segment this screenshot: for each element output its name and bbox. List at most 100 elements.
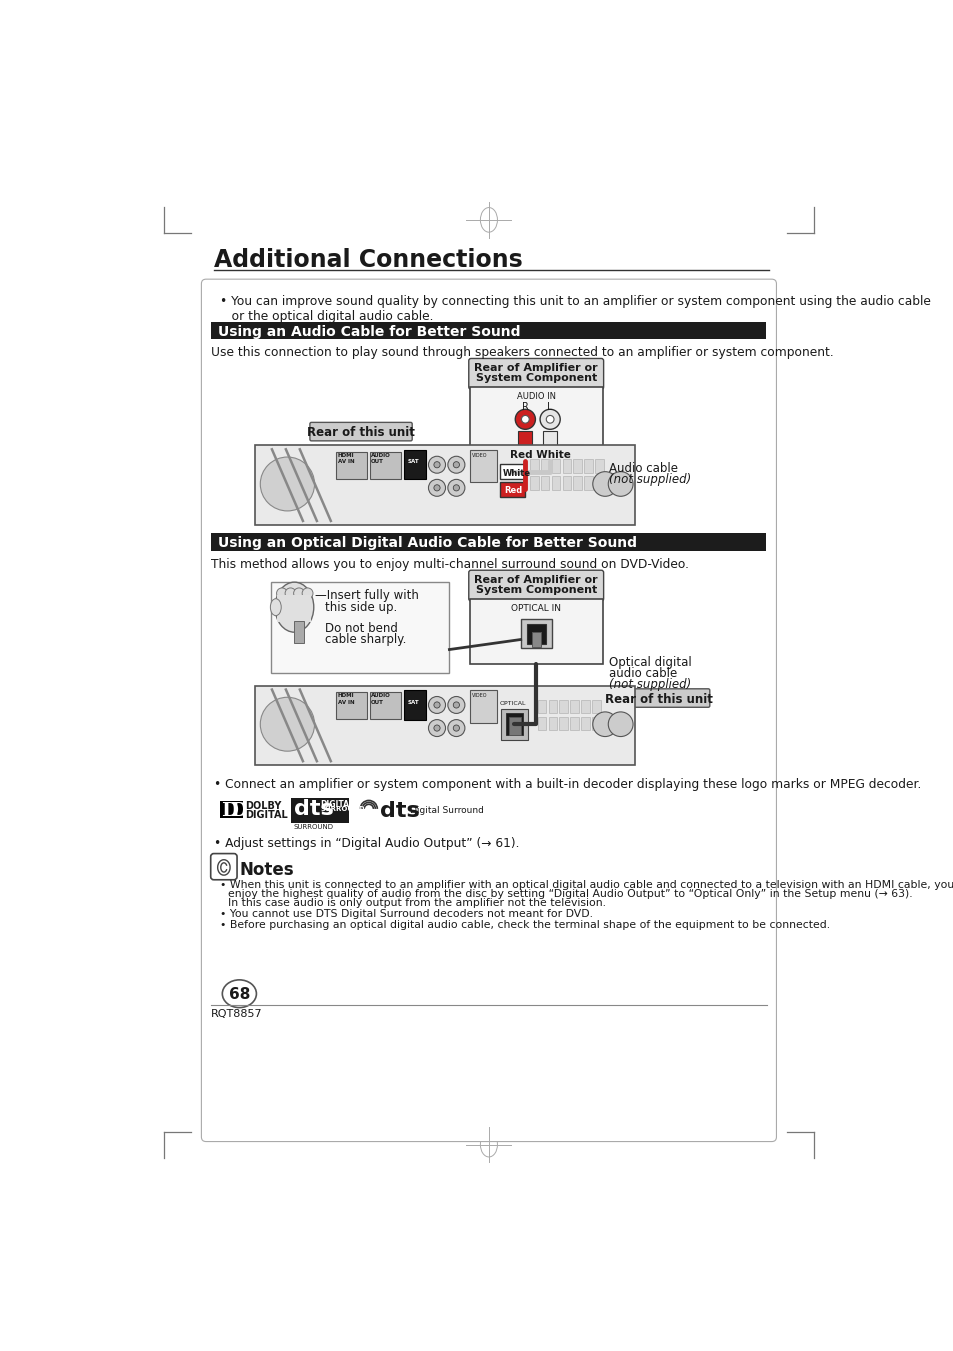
Bar: [537, 716, 546, 731]
Bar: [562, 477, 571, 490]
Bar: [404, 450, 426, 480]
Bar: [558, 716, 567, 731]
Circle shape: [447, 457, 464, 473]
Text: AUDIO: AUDIO: [371, 693, 391, 698]
Circle shape: [592, 712, 617, 736]
FancyBboxPatch shape: [607, 689, 709, 708]
Circle shape: [447, 720, 464, 736]
Circle shape: [428, 457, 445, 473]
Circle shape: [260, 697, 314, 751]
Circle shape: [302, 588, 313, 598]
Circle shape: [453, 462, 459, 467]
Text: System Component: System Component: [476, 373, 597, 384]
Text: • Before purchasing an optical digital audio cable, check the terminal shape of : • Before purchasing an optical digital a…: [220, 920, 829, 929]
Bar: [562, 459, 571, 473]
Bar: [520, 619, 551, 648]
FancyBboxPatch shape: [499, 463, 524, 480]
Text: • You cannot use DTS Digital Surround decoders not meant for DVD.: • You cannot use DTS Digital Surround de…: [220, 909, 593, 919]
Text: Use this connection to play sound through speakers connected to an amplifier or : Use this connection to play sound throug…: [211, 346, 833, 359]
Text: Rear of Amplifier or: Rear of Amplifier or: [474, 574, 598, 585]
Bar: [542, 431, 557, 450]
Text: OPTICAL IN: OPTICAL IN: [511, 604, 560, 613]
Text: System Component: System Component: [476, 585, 597, 594]
Bar: [595, 459, 603, 473]
Text: Do not bend: Do not bend: [325, 621, 397, 635]
Bar: [277, 594, 311, 621]
Bar: [506, 450, 575, 461]
Text: White: White: [502, 469, 531, 478]
Circle shape: [515, 409, 535, 430]
Circle shape: [428, 480, 445, 496]
Bar: [540, 477, 549, 490]
Bar: [254, 446, 634, 524]
Text: • Connect an amplifier or system component with a built-in decoder displaying th: • Connect an amplifier or system compone…: [213, 778, 921, 792]
Bar: [470, 450, 497, 482]
Bar: [580, 716, 589, 731]
Text: SAT: SAT: [407, 459, 418, 465]
Text: Using an Optical Digital Audio Cable for Better Sound: Using an Optical Digital Audio Cable for…: [217, 536, 636, 550]
Text: DIGITAL: DIGITAL: [245, 811, 288, 820]
Circle shape: [546, 416, 554, 423]
Text: Audio cable: Audio cable: [608, 462, 678, 476]
Text: cable sharply.: cable sharply.: [325, 634, 406, 646]
Text: SURROUND: SURROUND: [320, 805, 365, 812]
Text: Digital Surround: Digital Surround: [410, 805, 483, 815]
Text: • You can improve sound quality by connecting this unit to an amplifier or syste: • You can improve sound quality by conne…: [220, 295, 930, 323]
Circle shape: [453, 725, 459, 731]
Text: VIDEO: VIDEO: [472, 693, 487, 698]
Circle shape: [260, 457, 314, 511]
Ellipse shape: [274, 582, 314, 632]
Bar: [211, 322, 765, 339]
FancyBboxPatch shape: [468, 358, 603, 389]
Circle shape: [592, 471, 617, 496]
Bar: [531, 632, 540, 647]
Text: VIDEO: VIDEO: [472, 453, 487, 458]
Text: AV IN: AV IN: [337, 700, 355, 705]
Bar: [595, 477, 603, 490]
Text: Rear of Amplifier or: Rear of Amplifier or: [474, 363, 598, 373]
Text: Using an Audio Cable for Better Sound: Using an Audio Cable for Better Sound: [217, 324, 519, 339]
Bar: [335, 451, 367, 478]
Bar: [580, 700, 589, 713]
Text: OUT: OUT: [371, 459, 384, 465]
Circle shape: [447, 697, 464, 713]
Circle shape: [608, 471, 633, 496]
Circle shape: [521, 416, 529, 423]
Bar: [335, 692, 367, 719]
Text: D: D: [230, 802, 247, 820]
Bar: [548, 700, 557, 713]
Bar: [592, 700, 599, 713]
Text: Optical digital: Optical digital: [608, 657, 691, 670]
Text: Rear of this unit: Rear of this unit: [604, 693, 712, 705]
Text: dts: dts: [294, 798, 333, 819]
Text: Rear of this unit: Rear of this unit: [307, 426, 415, 439]
Circle shape: [447, 480, 464, 496]
Text: SAT: SAT: [407, 700, 418, 705]
Text: Red: Red: [504, 486, 522, 496]
Circle shape: [434, 703, 439, 708]
Text: Notes: Notes: [239, 861, 294, 878]
Bar: [211, 534, 765, 551]
Bar: [570, 716, 578, 731]
Circle shape: [428, 720, 445, 736]
Text: AUDIO: AUDIO: [371, 453, 391, 458]
Circle shape: [453, 485, 459, 490]
Text: L: L: [547, 401, 553, 412]
Circle shape: [434, 725, 439, 731]
Text: R: R: [521, 401, 528, 412]
Bar: [583, 477, 592, 490]
Text: • Adjust settings in “Digital Audio Output” (→ 61).: • Adjust settings in “Digital Audio Outp…: [213, 836, 518, 850]
Bar: [583, 459, 592, 473]
Text: this side up.: this side up.: [325, 601, 397, 613]
Text: SURROUND: SURROUND: [294, 824, 334, 830]
Bar: [404, 690, 426, 720]
Text: OPTICAL: OPTICAL: [499, 701, 526, 707]
Circle shape: [434, 485, 439, 490]
Bar: [369, 692, 400, 719]
Ellipse shape: [222, 979, 256, 1008]
Text: DOLBY: DOLBY: [245, 801, 282, 811]
Text: 68: 68: [229, 986, 250, 1002]
Bar: [291, 798, 349, 823]
Bar: [220, 801, 243, 819]
Text: • When this unit is connected to an amplifier with an optical digital audio cabl: • When this unit is connected to an ampl…: [220, 880, 953, 890]
